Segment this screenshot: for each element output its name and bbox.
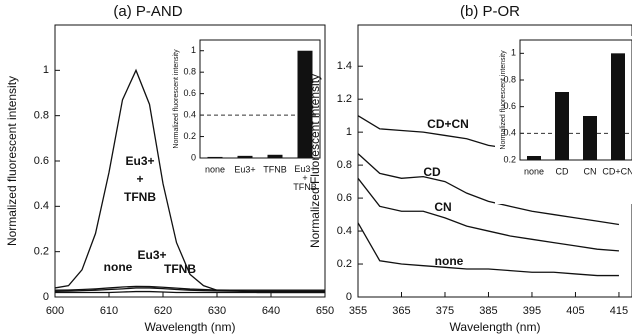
y-axis-label: Normalized fluorescent intensity (5, 76, 19, 246)
inset-frame (519, 39, 632, 161)
y-tick-label: 0.8 (183, 67, 196, 77)
series-label: none (104, 260, 133, 274)
x-axis-label: Wavelength (nm) (145, 320, 236, 334)
bar (237, 155, 253, 158)
y-tick-label: 0.6 (183, 88, 196, 98)
y-tick-label: 0.2 (337, 258, 352, 270)
x-tick-label: CD (556, 166, 569, 176)
y-tick-label: 1.2 (337, 93, 352, 105)
chart-title: (b) P-OR (460, 3, 520, 20)
bar (611, 53, 625, 161)
y-tick-label: 0.6 (337, 192, 352, 204)
y-tick-label: 0 (43, 291, 49, 303)
y-tick-label: 1.4 (337, 60, 352, 72)
x-tick-label: 600 (46, 305, 64, 317)
y-tick-label: 0.8 (503, 74, 516, 84)
x-tick-label: 630 (208, 305, 226, 317)
y-axis-label: Normalized fluorescent intensity (500, 50, 507, 150)
y-tick-label: 1 (346, 126, 352, 138)
y-tick-label: 0.2 (503, 154, 516, 164)
x-tick-label: CD+CN (602, 166, 632, 176)
series-label: TFNB (164, 262, 196, 276)
inset-frame (199, 39, 321, 159)
x-tick-label: 405 (566, 305, 584, 317)
bar (267, 154, 283, 158)
x-tick-label: 610 (100, 305, 118, 317)
series-label: Eu3+ (137, 248, 166, 262)
x-tick-label: 395 (523, 305, 541, 317)
y-tick-label: 0.4 (337, 225, 352, 237)
x-tick-label: 640 (262, 305, 280, 317)
line (357, 153, 620, 226)
y-tick-label: 0.6 (34, 155, 49, 167)
line (357, 177, 620, 252)
bar (583, 116, 597, 160)
y-axis-label: Normalized fluorescent intensity (173, 49, 180, 149)
bar (555, 92, 569, 160)
inset-background (168, 36, 320, 202)
series-label: Eu3+ + TFNB (124, 154, 156, 204)
x-tick-label: Eu3+ (234, 164, 255, 174)
x-tick-label: Eu3+ + TFNB (293, 164, 317, 192)
x-tick-label: TFNB (263, 164, 287, 174)
chart-title: (a) P-AND (113, 3, 182, 20)
bar (527, 156, 541, 160)
series-label: CD+CN (427, 117, 469, 131)
bar (297, 50, 313, 158)
line (55, 290, 325, 294)
x-tick-label: none (205, 164, 225, 174)
x-tick-label: 365 (392, 305, 410, 317)
y-tick-label: 0 (191, 152, 196, 162)
x-tick-label: 415 (610, 305, 628, 317)
line (54, 287, 325, 292)
line (357, 222, 619, 277)
x-tick-label: 355 (349, 305, 367, 317)
y-tick-label: 0.4 (34, 200, 49, 212)
y-axis-label: Normalized Fluorescent intensity (308, 74, 322, 248)
y-tick-label: 1 (511, 48, 516, 58)
y-tick-label: 0.8 (337, 159, 352, 171)
bar (207, 156, 223, 158)
y-tick-label: 0 (346, 291, 352, 303)
x-tick-label: CN (584, 166, 597, 176)
y-tick-label: 0.2 (183, 131, 196, 141)
series-label: none (435, 254, 464, 268)
x-tick-label: 375 (436, 305, 454, 317)
x-tick-label: 385 (479, 305, 497, 317)
line (54, 285, 325, 291)
series-label: CN (434, 200, 451, 214)
x-axis-label: Wavelength (nm) (450, 320, 541, 334)
y-tick-label: 0.2 (34, 246, 49, 258)
x-tick-label: 620 (154, 305, 172, 317)
y-tick-label: 0.8 (34, 110, 49, 122)
y-tick-label: 0.6 (503, 101, 516, 111)
y-tick-label: 0.4 (183, 109, 196, 119)
series-label: CD (423, 165, 441, 179)
y-tick-label: 1 (191, 45, 196, 55)
x-tick-label: none (524, 166, 544, 176)
x-tick-label: 650 (316, 305, 334, 317)
plot-frame (357, 24, 632, 298)
y-tick-label: 1 (43, 64, 49, 76)
y-tick-label: 0.4 (503, 128, 516, 138)
